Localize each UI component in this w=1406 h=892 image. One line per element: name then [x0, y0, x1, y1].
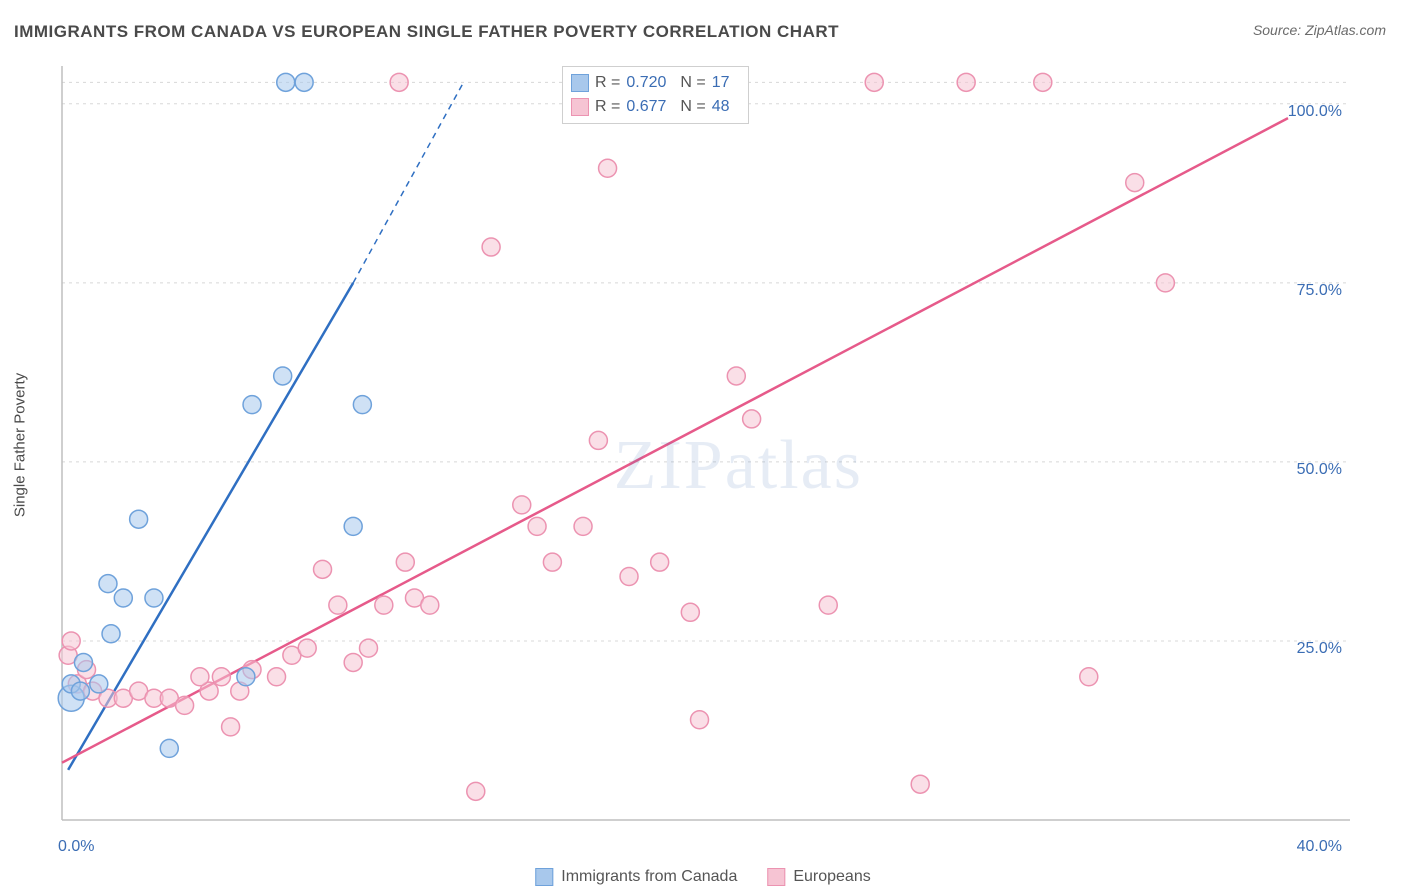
legend-series-label: Immigrants from Canada	[561, 868, 737, 886]
series-legend: Immigrants from Canada Europeans	[535, 868, 870, 886]
legend-n-value: 48	[712, 98, 740, 116]
chart-title: IMMIGRANTS FROM CANADA VS EUROPEAN SINGL…	[14, 22, 839, 42]
legend-n-value: 17	[712, 74, 740, 92]
y-tick-label: 75.0%	[1297, 282, 1342, 300]
source-attribution: Source: ZipAtlas.com	[1253, 22, 1386, 38]
legend-row-canada: R = 0.720 N = 17	[571, 71, 740, 95]
swatch-canada	[535, 868, 553, 886]
x-tick-label: 40.0%	[1297, 838, 1342, 856]
legend-series-label: Europeans	[793, 868, 870, 886]
legend-item-europeans: Europeans	[767, 868, 870, 886]
legend-n-label: N =	[680, 98, 705, 116]
swatch-europeans	[767, 868, 785, 886]
correlation-legend: R = 0.720 N = 17 R = 0.677 N = 48	[562, 66, 749, 124]
swatch-canada	[571, 74, 589, 92]
swatch-europeans	[571, 98, 589, 116]
legend-r-label: R =	[595, 74, 620, 92]
legend-item-canada: Immigrants from Canada	[535, 868, 737, 886]
legend-r-value: 0.677	[626, 98, 674, 116]
y-tick-label: 100.0%	[1288, 103, 1342, 121]
y-tick-label: 25.0%	[1297, 640, 1342, 658]
legend-r-value: 0.720	[626, 74, 674, 92]
plot-area: ZIPatlas 25.0%50.0%75.0%100.0%0.0%40.0%	[50, 60, 1350, 830]
scatter-plot-svg	[50, 60, 1350, 830]
legend-n-label: N =	[680, 74, 705, 92]
legend-r-label: R =	[595, 98, 620, 116]
x-tick-label: 0.0%	[58, 838, 94, 856]
legend-row-europeans: R = 0.677 N = 48	[571, 95, 740, 119]
y-axis-label: Single Father Poverty	[12, 373, 29, 517]
y-tick-label: 50.0%	[1297, 461, 1342, 479]
